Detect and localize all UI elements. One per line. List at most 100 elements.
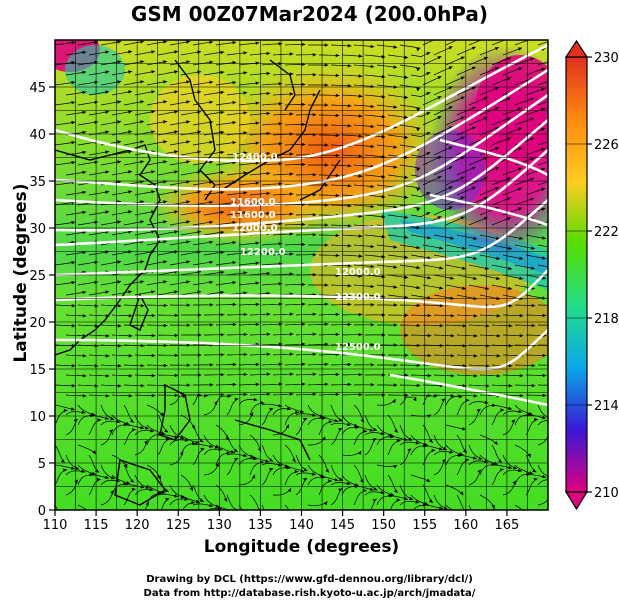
streamline-arrowhead: [174, 170, 179, 174]
x-axis-label: Longitude (degrees): [203, 537, 400, 557]
streamline-arrowhead: [71, 304, 76, 308]
streamline-arrowhead: [424, 502, 429, 506]
streamline-arrowhead: [220, 313, 225, 317]
streamline-arrowhead: [393, 65, 398, 69]
streamline-arrowhead: [530, 157, 535, 161]
streamline-arrowhead: [347, 302, 352, 307]
streamline-arrowhead: [492, 403, 496, 407]
streamline-arrowhead: [105, 150, 110, 154]
streamline-arrowhead: [460, 216, 465, 220]
streamline-arrowhead: [347, 244, 352, 248]
streamline-arrowhead: [312, 372, 317, 376]
streamline-arrowhead: [335, 273, 340, 278]
streamline-arrowhead: [151, 290, 155, 294]
streamline-arrowhead: [519, 393, 524, 398]
height-contour-line: [55, 149, 548, 247]
streamline-arrowhead: [423, 444, 428, 448]
streamline-arrowhead: [370, 144, 375, 149]
streamline-arrowhead: [393, 465, 398, 469]
streamline-arrowhead: [60, 459, 65, 463]
streamline-arrowhead: [534, 418, 538, 422]
streamline: [491, 504, 495, 510]
streamline-arrowhead: [197, 170, 202, 174]
streamline-arrowhead: [174, 250, 179, 254]
streamline-arrowhead: [303, 418, 308, 422]
streamline-arrowhead: [251, 474, 256, 479]
streamline-arrowhead: [427, 373, 432, 378]
streamline-arrowhead: [460, 76, 465, 80]
streamline-arrowhead: [243, 271, 248, 275]
streamline-arrowhead: [220, 393, 225, 397]
streamline-arrowhead: [370, 323, 375, 327]
x-tick-label: 150: [371, 518, 396, 533]
streamline-arrowhead: [325, 468, 329, 473]
streamline-arrowhead: [266, 312, 271, 316]
x-tick-label: 145: [330, 518, 355, 533]
streamline-arrowhead: [404, 215, 409, 219]
streamline: [537, 498, 548, 506]
streamline-arrowhead: [404, 55, 409, 59]
streamline-arrowhead: [255, 302, 260, 307]
streamline-arrowhead: [220, 333, 225, 337]
streamline-arrowhead: [542, 393, 547, 398]
streamline-arrowhead: [71, 120, 76, 125]
streamline-arrowhead: [448, 46, 453, 50]
streamline-arrowhead: [96, 478, 101, 482]
streamline-arrowhead: [531, 323, 536, 328]
streamline-arrowhead: [530, 117, 535, 121]
streamline-arrowhead: [530, 177, 535, 181]
streamline-arrowhead: [404, 353, 409, 357]
streamline-arrowhead: [448, 146, 453, 150]
streamline-arrowhead: [471, 106, 476, 110]
streamline-arrowhead: [460, 56, 465, 60]
streamline-arrowhead: [347, 44, 352, 48]
streamline-arrowhead: [117, 40, 122, 44]
streamline-arrowhead: [269, 468, 274, 472]
streamline-arrowhead: [140, 426, 144, 430]
y-tick-label: 20: [29, 316, 46, 331]
streamline-arrowhead: [301, 302, 306, 306]
streamline-arrowhead: [186, 200, 191, 204]
streamline-arrowhead: [358, 174, 363, 178]
streamline-arrowhead: [554, 246, 558, 249]
streamline-arrowhead: [105, 394, 110, 398]
streamline-arrowhead: [94, 304, 99, 308]
streamline-arrowhead: [161, 490, 166, 494]
streamline-arrowhead: [347, 104, 352, 108]
streamline-arrowhead: [269, 458, 274, 462]
streamline-arrowhead: [301, 142, 306, 147]
streamline-arrowhead: [496, 354, 501, 358]
streamline: [284, 504, 290, 510]
streamline-arrowhead: [311, 472, 316, 476]
streamline-arrowhead: [553, 198, 557, 201]
streamline-arrowhead: [287, 406, 291, 411]
streamline-arrowhead: [426, 192, 431, 196]
streamline-arrowhead: [312, 53, 317, 57]
streamline-arrowhead: [533, 477, 538, 482]
streamline-arrowhead: [151, 353, 156, 358]
streamline-arrowhead: [128, 170, 133, 174]
streamline-arrowhead: [494, 127, 499, 131]
streamline-arrowhead: [151, 190, 155, 194]
streamline-arrowhead: [278, 82, 283, 86]
streamline-arrowhead: [555, 384, 559, 387]
streamline-arrowhead: [335, 392, 340, 397]
streamline-arrowhead: [105, 50, 110, 54]
streamline-arrowhead: [565, 48, 569, 51]
streamline-arrowhead: [347, 204, 352, 208]
streamline-arrowhead: [553, 78, 557, 81]
streamline-arrowhead: [442, 446, 447, 451]
streamline-arrowhead: [312, 233, 317, 237]
streamline-arrowhead: [82, 210, 87, 215]
streamline-arrowhead: [554, 286, 558, 289]
streamline-arrowhead: [324, 342, 329, 346]
streamline-arrowhead: [82, 90, 87, 95]
streamline-arrowhead: [151, 230, 155, 234]
streamline-arrowhead: [478, 456, 483, 460]
streamline-arrowhead: [499, 468, 504, 472]
streamline: [445, 40, 459, 46]
streamline-arrowhead: [82, 130, 87, 135]
streamline-arrowhead: [553, 58, 557, 61]
streamline-arrowhead: [541, 147, 546, 152]
streamline-arrowhead: [243, 392, 248, 397]
